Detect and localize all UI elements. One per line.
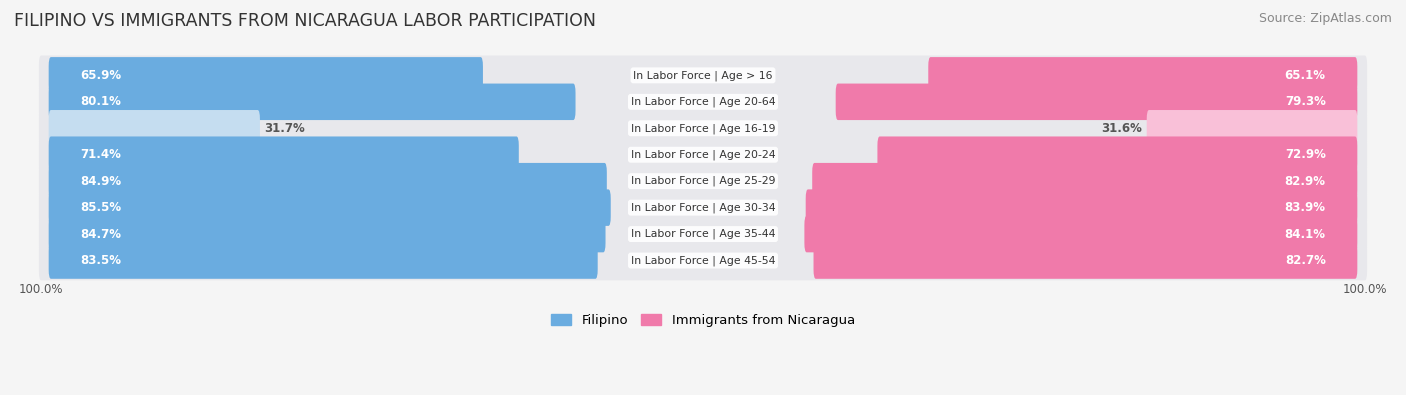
Text: 65.1%: 65.1% [1285, 69, 1326, 82]
FancyBboxPatch shape [39, 214, 1367, 254]
Text: 84.9%: 84.9% [80, 175, 121, 188]
Text: 83.5%: 83.5% [80, 254, 121, 267]
Legend: Filipino, Immigrants from Nicaragua: Filipino, Immigrants from Nicaragua [546, 309, 860, 333]
Text: 84.7%: 84.7% [80, 228, 121, 241]
FancyBboxPatch shape [813, 163, 1357, 199]
FancyBboxPatch shape [39, 161, 1367, 201]
Text: 82.9%: 82.9% [1285, 175, 1326, 188]
FancyBboxPatch shape [928, 57, 1357, 94]
Text: In Labor Force | Age 20-24: In Labor Force | Age 20-24 [631, 149, 775, 160]
Text: In Labor Force | Age 45-54: In Labor Force | Age 45-54 [631, 255, 775, 266]
FancyBboxPatch shape [49, 242, 598, 279]
FancyBboxPatch shape [39, 188, 1367, 228]
FancyBboxPatch shape [806, 189, 1357, 226]
FancyBboxPatch shape [39, 109, 1367, 148]
FancyBboxPatch shape [49, 110, 260, 147]
Text: 83.9%: 83.9% [1285, 201, 1326, 214]
FancyBboxPatch shape [49, 57, 482, 94]
FancyBboxPatch shape [39, 82, 1367, 122]
Text: In Labor Force | Age > 16: In Labor Force | Age > 16 [633, 70, 773, 81]
Text: 82.7%: 82.7% [1285, 254, 1326, 267]
Text: 80.1%: 80.1% [80, 95, 121, 108]
FancyBboxPatch shape [49, 189, 610, 226]
FancyBboxPatch shape [804, 216, 1357, 252]
Text: 31.6%: 31.6% [1102, 122, 1143, 135]
FancyBboxPatch shape [814, 242, 1357, 279]
Text: 71.4%: 71.4% [80, 148, 121, 161]
FancyBboxPatch shape [877, 136, 1357, 173]
FancyBboxPatch shape [39, 135, 1367, 175]
Text: In Labor Force | Age 25-29: In Labor Force | Age 25-29 [631, 176, 775, 186]
Text: In Labor Force | Age 16-19: In Labor Force | Age 16-19 [631, 123, 775, 134]
FancyBboxPatch shape [39, 241, 1367, 280]
FancyBboxPatch shape [49, 136, 519, 173]
Text: In Labor Force | Age 20-64: In Labor Force | Age 20-64 [631, 96, 775, 107]
Text: 79.3%: 79.3% [1285, 95, 1326, 108]
Text: FILIPINO VS IMMIGRANTS FROM NICARAGUA LABOR PARTICIPATION: FILIPINO VS IMMIGRANTS FROM NICARAGUA LA… [14, 12, 596, 30]
FancyBboxPatch shape [49, 163, 607, 199]
Text: 31.7%: 31.7% [264, 122, 305, 135]
Text: 84.1%: 84.1% [1285, 228, 1326, 241]
FancyBboxPatch shape [39, 56, 1367, 95]
Text: Source: ZipAtlas.com: Source: ZipAtlas.com [1258, 12, 1392, 25]
FancyBboxPatch shape [49, 216, 606, 252]
FancyBboxPatch shape [1147, 110, 1357, 147]
FancyBboxPatch shape [835, 84, 1357, 120]
Text: In Labor Force | Age 30-34: In Labor Force | Age 30-34 [631, 202, 775, 213]
FancyBboxPatch shape [49, 84, 575, 120]
Text: 65.9%: 65.9% [80, 69, 121, 82]
Text: 72.9%: 72.9% [1285, 148, 1326, 161]
Text: 85.5%: 85.5% [80, 201, 121, 214]
Text: In Labor Force | Age 35-44: In Labor Force | Age 35-44 [631, 229, 775, 239]
